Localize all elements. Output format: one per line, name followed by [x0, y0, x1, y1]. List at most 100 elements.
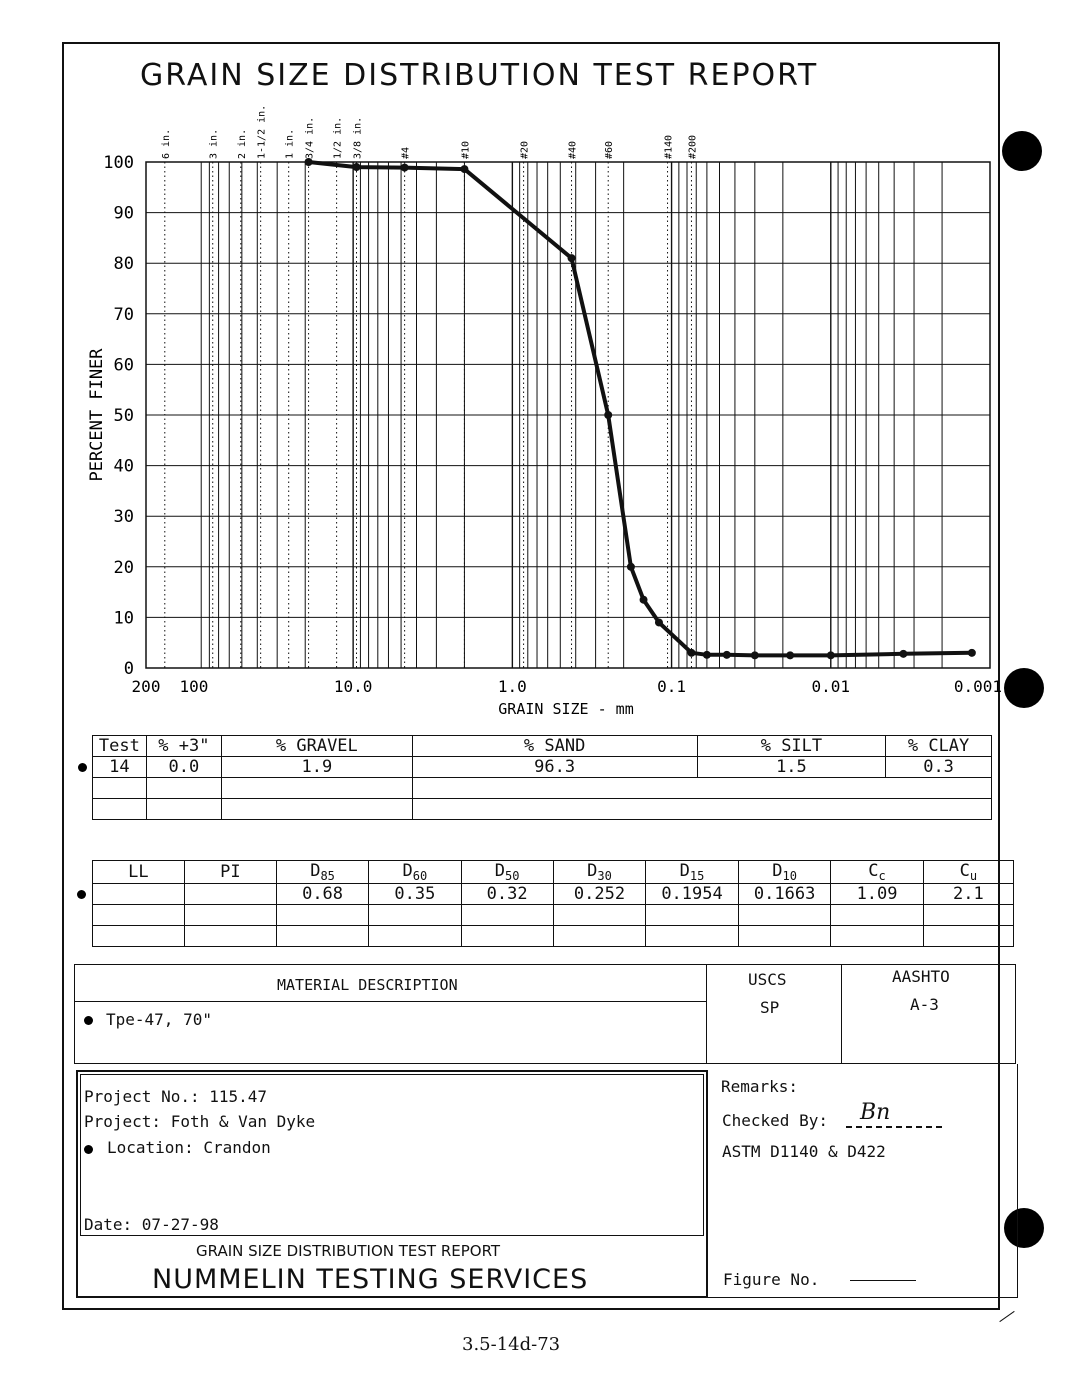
sieve-label: 1 in. [285, 129, 296, 159]
company-name: NUMMELIN TESTING SERVICES [152, 1264, 589, 1295]
astm-standard: ASTM D1140 & D422 [722, 1142, 886, 1161]
cell-cc: 1.09 [830, 883, 924, 905]
cell-d60: 0.35 [368, 883, 462, 905]
y-tick-label: 50 [114, 406, 134, 426]
x-tick-label: 0.01 [812, 677, 851, 696]
checked-by-label: Checked By: [722, 1111, 828, 1130]
y-tick-label: 60 [114, 355, 134, 375]
x-axis-label: GRAIN SIZE - mm [498, 700, 633, 718]
cell-cu: 2.1 [922, 883, 1015, 905]
sieve-label: #140 [664, 135, 675, 159]
checked-by-initials: Bn [860, 1100, 891, 1125]
col-d10: D10 [737, 860, 832, 884]
y-tick-label: 100 [103, 153, 134, 173]
x-tick-label: 200 [132, 677, 161, 696]
sieve-label: 3 in. [209, 129, 220, 159]
bullet-icon [77, 890, 87, 899]
remarks-label: Remarks: [721, 1077, 799, 1096]
results-header-row: Test % +3" % GRAVEL % SAND % SILT % CLAY [72, 735, 992, 757]
project-date: Date: 07-27-98 [84, 1215, 219, 1234]
material-description-header: MATERIAL DESCRIPTION [277, 976, 458, 994]
x-tick-label: 0.1 [657, 677, 686, 696]
cell-d30: 0.252 [552, 883, 647, 905]
data-point [639, 595, 648, 604]
col-ll: LL [91, 860, 185, 884]
sieve-label: 1/2 in. [333, 117, 344, 159]
sieve-label: #200 [687, 135, 698, 159]
data-point [567, 254, 576, 263]
cell-sand: 96.3 [411, 756, 698, 778]
punch-hole-middle [1004, 668, 1044, 708]
y-tick-label: 40 [114, 457, 134, 477]
material-description: Tpe-47, 70" [106, 1010, 212, 1029]
report-title: GRAIN SIZE DISTRIBUTION TEST REPORT [140, 58, 819, 93]
y-tick-label: 90 [114, 204, 134, 224]
col-cc: Cc [830, 860, 924, 884]
sieve-label: #60 [604, 141, 615, 159]
col-gravel: % GRAVEL [221, 735, 413, 757]
sieve-label: #20 [520, 141, 531, 159]
data-point [687, 648, 696, 657]
cell-d50: 0.32 [460, 883, 554, 905]
y-tick-label: 10 [114, 608, 134, 628]
y-tick-label: 70 [114, 305, 134, 325]
col-silt: % SILT [696, 735, 887, 757]
col-d50: D50 [460, 860, 554, 884]
data-point [352, 163, 361, 172]
uscs-value: SP [760, 998, 780, 1017]
cell-clay: 0.3 [885, 756, 992, 778]
footer-title: GRAIN SIZE DISTRIBUTION TEST REPORT [196, 1242, 501, 1260]
material-section [74, 964, 1016, 1064]
x-tick-label: 100 [179, 677, 208, 696]
project-number: Project No.: 115.47 [84, 1087, 268, 1106]
col-sand: % SAND [411, 735, 698, 757]
data-point [460, 165, 469, 174]
sieve-label: 3/4 in. [305, 117, 316, 159]
col-d15: D15 [645, 860, 739, 884]
figure-no-label: Figure No. [723, 1270, 820, 1289]
data-point [967, 648, 976, 657]
cell-silt: 1.5 [696, 756, 887, 778]
project-box [76, 1070, 708, 1298]
aashto-value: A-3 [910, 995, 939, 1014]
cell-ll [91, 883, 185, 905]
col-plus3: % +3" [145, 735, 223, 757]
uscs-header: USCS [748, 970, 787, 989]
col-d85: D85 [275, 860, 370, 884]
data-point [826, 651, 835, 660]
punch-hole-top [1002, 131, 1042, 171]
params-empty-row [72, 904, 1015, 926]
cell-pi [183, 883, 277, 905]
remarks-box [708, 1064, 1018, 1298]
bullet-icon [84, 1145, 93, 1154]
data-point [604, 411, 613, 419]
gradation-curve [306, 160, 974, 658]
data-point [702, 650, 711, 659]
x-tick-label: 0.001 [954, 677, 1002, 696]
col-clay: % CLAY [885, 735, 992, 757]
col-d60: D60 [368, 860, 462, 884]
project-location: Location: Crandon [107, 1138, 271, 1157]
grain-size-chart: 6 in. 3 in. 2 in. 1-1/2 in. 1 in. 3/4 in. 1/2 … [87, 105, 1002, 718]
cell-d15: 0.1954 [645, 883, 739, 905]
data-point [400, 163, 409, 172]
sieve-label: #4 [401, 147, 412, 159]
parameters-table: LL PI D85 D60 D50 D30 D15 D10 Cc Cu 0.68… [72, 860, 1015, 947]
y-tick-label: 20 [114, 558, 134, 578]
x-tick-label: 1.0 [498, 677, 527, 696]
y-tick-label: 30 [114, 507, 134, 527]
sieve-label: #10 [460, 141, 471, 159]
bullet-icon [77, 763, 87, 772]
cell-d85: 0.68 [275, 883, 370, 905]
data-point [626, 562, 635, 571]
data-point [304, 158, 313, 166]
punch-hole-bottom [1004, 1208, 1044, 1248]
params-header-row: LL PI D85 D60 D50 D30 D15 D10 Cc Cu [72, 860, 1015, 884]
data-point [899, 649, 908, 658]
col-d30: D30 [552, 860, 647, 884]
sieve-label: 1-1/2 in. [257, 105, 268, 159]
data-point [654, 618, 663, 627]
x-tick-label: 10.0 [334, 677, 373, 696]
results-data-row: 14 0.0 1.9 96.3 1.5 0.3 [72, 756, 992, 778]
pen-mark [999, 1310, 1015, 1323]
